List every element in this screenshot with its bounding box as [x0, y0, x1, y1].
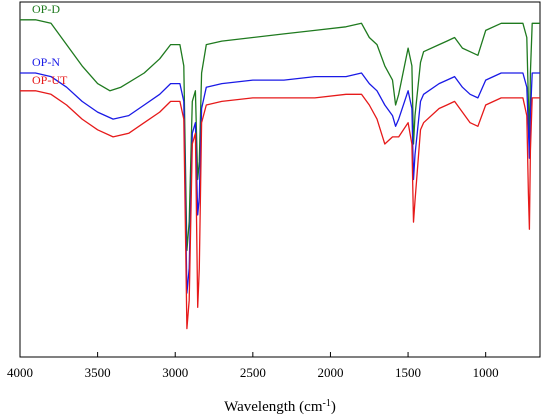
x-tick-label-3500: 3500 [85, 365, 111, 380]
x-axis-title: Wavelength (cm-1) [224, 398, 336, 416]
series-layer [20, 19, 540, 330]
series-line-op-ut [20, 90, 540, 330]
x-axis-title-close: ) [331, 399, 336, 415]
series-label-op-ut: OP-UT [32, 73, 68, 87]
x-axis-ticks: 4000 3500 3000 2500 2000 1500 1000 [7, 352, 499, 380]
series-line-op-d [20, 19, 540, 252]
series-labels: OP-D OP-N OP-UT [32, 2, 68, 87]
series-label-op-n: OP-N [32, 55, 60, 69]
x-tick-label-1500: 1500 [395, 365, 421, 380]
x-tick-label-3000: 3000 [162, 365, 188, 380]
x-tick-label-2000: 2000 [317, 365, 343, 380]
x-tick-label-4000: 4000 [7, 365, 33, 380]
series-line-op-n [20, 72, 540, 294]
x-axis-title-superscript: -1 [323, 398, 331, 409]
x-tick-label-2500: 2500 [240, 365, 266, 380]
x-tick-label-1000: 1000 [473, 365, 499, 380]
x-axis-title-main: Wavelength (cm [224, 399, 323, 415]
plot-frame [19, 1, 541, 358]
series-label-op-d: OP-D [32, 2, 60, 16]
